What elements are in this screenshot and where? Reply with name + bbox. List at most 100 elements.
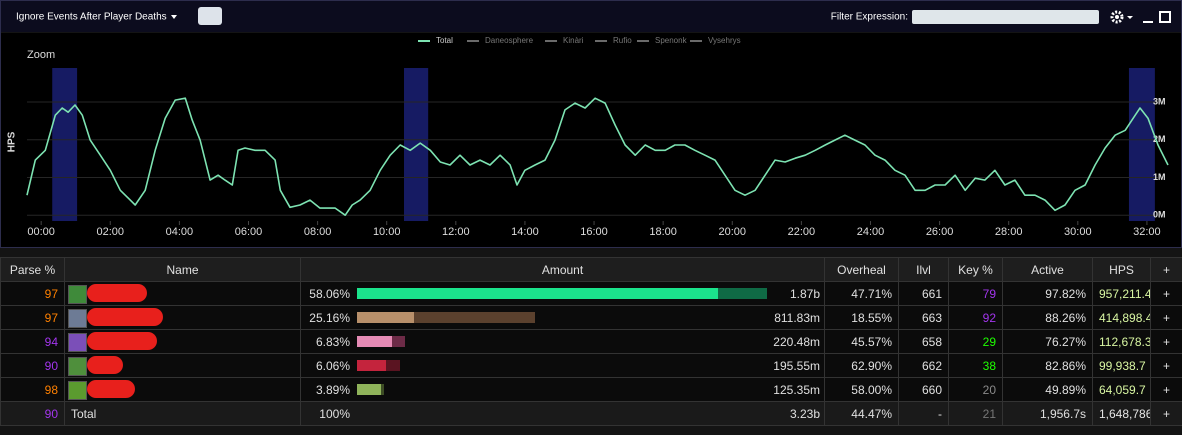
class-icon [68,309,87,328]
x-tick-label: 06:00 [235,226,263,238]
column-header: Overheal [824,257,899,282]
parse-cell: 97 [0,305,65,330]
name-cell [64,305,301,330]
amount-value: 811.83m [774,311,820,325]
y-axis-label: HPS [7,131,18,152]
amount-cell: 25.16% 811.83m [300,305,825,330]
dropdown-caret[interactable] [171,15,177,19]
active-cell: 1,956.7s [1002,401,1093,426]
legend-label[interactable]: Daneosphere [485,36,534,45]
hps-cell: 112,678.3 [1092,329,1151,354]
overheal-cell: 18.55% [824,305,899,330]
ilvl-cell: 660 [898,377,949,402]
x-tick-label: 10:00 [373,226,401,238]
add-button[interactable]: + [1150,329,1182,354]
filter-label: Filter Expression: [831,12,908,23]
column-header: Name [64,257,301,282]
redacted-name [87,356,123,374]
amount-bar [357,312,414,323]
redacted-name [87,284,147,302]
x-tick-label: 04:00 [166,226,194,238]
amount-bar-overheal [357,312,535,323]
add-button[interactable]: + [1150,353,1182,378]
x-tick-label: 30:00 [1064,226,1092,238]
table-row: 98 3.89% 125.35m 58.00% 660 20 49.89% 64,059.7 + [0,377,1182,402]
amount-cell: 6.83% 220.48m [300,329,825,354]
add-button[interactable]: + [1150,281,1182,306]
x-tick-label: 22:00 [788,226,816,238]
amount-cell: 100% 3.23b [300,401,825,426]
chart-panel: Ignore Events After Player Deaths Filter… [0,0,1182,248]
overheal-cell: 44.47% [824,401,899,426]
active-cell: 97.82% [1002,281,1093,306]
legend-label[interactable]: Total [436,36,453,45]
damage-table: Parse % Name Amount Overheal Ilvl Key % Active… [0,257,1182,426]
settings-icon-center[interactable] [1115,15,1119,19]
parse-cell: 94 [0,329,65,354]
ilvl-cell: - [898,401,949,426]
x-tick-label: 02:00 [97,226,125,238]
active-cell: 76.27% [1002,329,1093,354]
hps-cell: 957,211.4 [1092,281,1151,306]
key-cell: 92 [948,305,1003,330]
amount-value: 195.55m [773,359,820,373]
active-cell: 82.86% [1002,353,1093,378]
active-cell: 88.26% [1002,305,1093,330]
name-cell [64,377,301,402]
y-tick-label: 0M [1153,210,1166,220]
series-line [26,97,1169,216]
amount-bar [357,384,382,395]
table-row: 97 25.16% 811.83m 18.55% 663 92 88.26% 414,898.… [0,305,1182,330]
name-cell: Total [64,401,301,426]
x-tick-label: 12:00 [442,226,470,238]
zoom-label[interactable]: Zoom [27,49,55,61]
class-icon [68,381,87,400]
key-cell: 29 [948,329,1003,354]
legend-label[interactable]: Rufio [613,36,632,45]
key-cell: 21 [948,401,1003,426]
column-header: Amount [300,257,825,282]
settings-icon[interactable] [1110,10,1124,24]
key-cell: 20 [948,377,1003,402]
settings-caret[interactable] [1127,16,1133,19]
x-tick-label: 14:00 [511,226,539,238]
x-tick-label: 24:00 [857,226,885,238]
add-button[interactable]: + [1150,377,1182,402]
death-highlight [403,68,429,221]
column-header: Key % [948,257,1003,282]
amount-value: 220.48m [773,335,820,349]
death-highlight [52,68,78,221]
class-icon [68,285,87,304]
class-icon [68,333,87,352]
legend-label[interactable]: Vysehrys [708,36,741,45]
filter-mode[interactable]: Ignore Events After Player Deaths [16,12,167,23]
total-label: Total [71,406,97,421]
maximize-button[interactable] [1159,11,1171,23]
filter-input[interactable] [912,10,1099,24]
amount-percent: 6.06% [315,359,350,373]
legend-label[interactable]: Kinàri [563,36,584,45]
add-button[interactable]: + [1150,305,1182,330]
overheal-cell: 58.00% [824,377,899,402]
amount-percent: 58.06% [309,287,350,301]
amount-percent: 6.83% [315,335,350,349]
overheal-cell: 45.57% [824,329,899,354]
hps-cell: 99,938.7 [1092,353,1151,378]
amount-value: 1.87b [789,287,820,301]
parse-cell: 90 [0,401,65,426]
amount-percent: 25.16% [309,311,350,325]
x-tick-label: 26:00 [926,226,954,238]
toggle[interactable] [198,7,222,25]
active-cell: 49.89% [1002,377,1093,402]
ilvl-cell: 658 [898,329,949,354]
amount-bar [357,360,386,371]
column-header: Parse % [0,257,65,282]
name-cell [64,353,301,378]
legend-label[interactable]: Spenonk [655,36,688,45]
parse-cell: 90 [0,353,65,378]
ilvl-cell: 661 [898,281,949,306]
x-tick-label: 20:00 [718,226,746,238]
overheal-cell: 47.71% [824,281,899,306]
ilvl-cell: 662 [898,353,949,378]
add-button[interactable]: + [1150,401,1182,426]
